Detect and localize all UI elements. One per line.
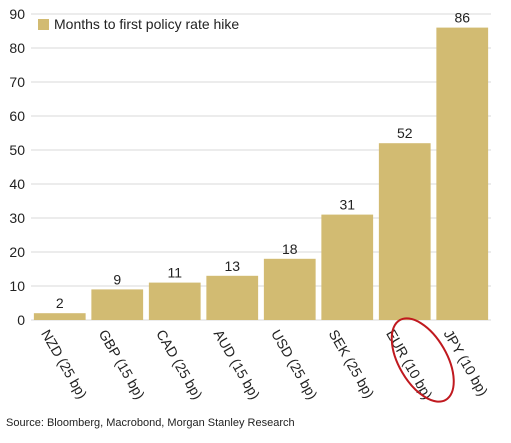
bar-value-label: 2 — [56, 295, 64, 311]
y-tick-label: 30 — [9, 210, 25, 226]
bar — [33, 313, 86, 320]
x-tick-label: JPY (10 bp) — [441, 327, 492, 399]
y-axis-ticks: 0 10 20 30 40 50 60 70 80 90 — [9, 6, 25, 328]
y-tick-label: 80 — [9, 40, 25, 56]
x-tick-label: GBP (15 bp) — [96, 327, 149, 402]
legend-swatch — [38, 19, 49, 30]
x-axis-labels: NZD (25 bp) GBP (15 bp) CAD (25 bp) AUD (15… — [38, 327, 491, 402]
bar-value-label: 52 — [397, 125, 413, 141]
y-tick-label: 40 — [9, 176, 25, 192]
bars — [33, 27, 489, 320]
source-note: Source: Bloomberg, Macrobond, Morgan Sta… — [6, 417, 295, 429]
bar-value-labels: 2 9 11 13 18 31 52 86 — [56, 10, 470, 312]
x-tick-label: NZD (25 bp) — [38, 327, 90, 402]
x-tick-label: USD (25 bp) — [268, 327, 321, 402]
highlight-group — [390, 317, 455, 403]
bar — [91, 289, 144, 320]
bar-value-label: 31 — [339, 197, 355, 213]
y-tick-label: 60 — [9, 108, 25, 124]
y-tick-label: 50 — [9, 142, 25, 158]
y-tick-label: 20 — [9, 244, 25, 260]
x-tick-label: AUD (15 bp) — [211, 327, 264, 402]
y-tick-label: 90 — [9, 6, 25, 22]
bar-chart: 0 10 20 30 40 50 60 70 80 90 2 9 11 13 18 31 52 86 NZD (… — [9, 6, 491, 403]
bar — [206, 275, 259, 320]
bar — [436, 27, 489, 320]
x-tick-label: CAD (25 bp) — [153, 327, 206, 402]
gridlines — [31, 13, 491, 321]
legend-label: Months to first policy rate hike — [54, 16, 239, 32]
legend: Months to first policy rate hike — [38, 16, 239, 32]
bar — [263, 258, 316, 320]
bar — [378, 143, 431, 320]
bar — [321, 214, 374, 320]
bar-value-label: 9 — [113, 271, 121, 287]
x-tick-label: SEK (25 bp) — [326, 327, 378, 401]
y-tick-label: 10 — [9, 278, 25, 294]
highlight-ellipse — [390, 317, 455, 403]
y-tick-label: 70 — [9, 74, 25, 90]
y-tick-label: 0 — [17, 312, 25, 328]
bar-value-label: 13 — [224, 258, 240, 274]
bar-value-label: 86 — [454, 10, 470, 26]
bar-value-label: 11 — [167, 265, 182, 281]
bar-value-label: 18 — [282, 241, 298, 257]
bar — [148, 282, 201, 320]
